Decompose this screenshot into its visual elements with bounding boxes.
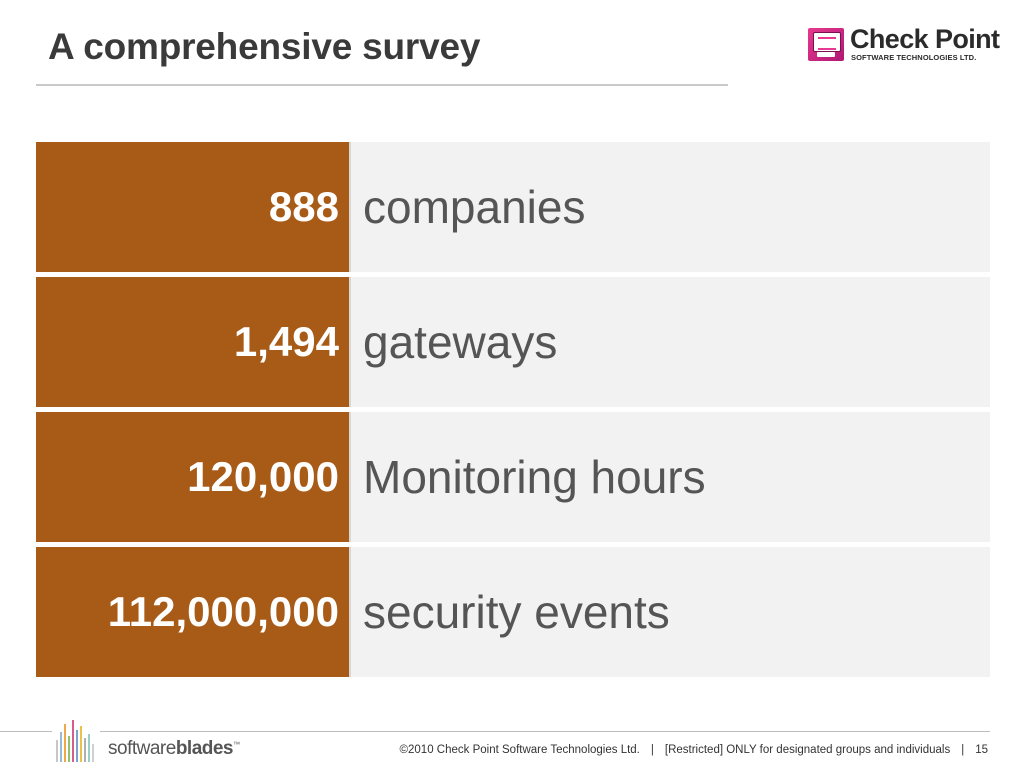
page-number: 15 <box>975 744 988 756</box>
stat-row: 120,000 Monitoring hours <box>36 412 990 542</box>
check-point-logo: Check Point SOFTWARE TECHNOLOGIES LTD. <box>808 24 1000 66</box>
stat-row: 888 companies <box>36 142 990 272</box>
logo-name: Check Point <box>850 24 1000 54</box>
title-divider <box>36 84 728 86</box>
stat-value: 888 <box>36 142 351 272</box>
stat-row: 1,494 gateways <box>36 277 990 407</box>
footer-divider-left <box>0 731 52 732</box>
slide-title: A comprehensive survey <box>48 26 481 67</box>
stat-label: gateways <box>351 277 990 407</box>
monitor-icon <box>813 32 841 52</box>
stat-label: companies <box>351 142 990 272</box>
footer-separator: | <box>961 744 965 756</box>
logo-tagline: SOFTWARE TECHNOLOGIES LTD. <box>851 53 977 62</box>
copyright: ©2010 Check Point Software Technologies … <box>399 744 640 756</box>
footer-separator: | <box>650 744 654 756</box>
footer-text: ©2010 Check Point Software Technologies … <box>400 744 988 756</box>
stat-label: Monitoring hours <box>351 412 990 542</box>
stat-value: 1,494 <box>36 277 351 407</box>
check-point-badge-icon <box>808 28 844 61</box>
stat-label: security events <box>351 547 990 677</box>
classification: [Restricted] ONLY for designated groups … <box>664 744 951 756</box>
footer-divider <box>100 731 990 732</box>
stat-row: 112,000,000 security events <box>36 547 990 677</box>
stat-value: 112,000,000 <box>36 547 351 677</box>
software-blades-bars-icon <box>56 720 98 762</box>
software-blades-logo: softwareblades™ <box>108 738 240 759</box>
stat-value: 120,000 <box>36 412 351 542</box>
stats-table: 888 companies 1,494 gateways 120,000 Mon… <box>36 142 990 682</box>
